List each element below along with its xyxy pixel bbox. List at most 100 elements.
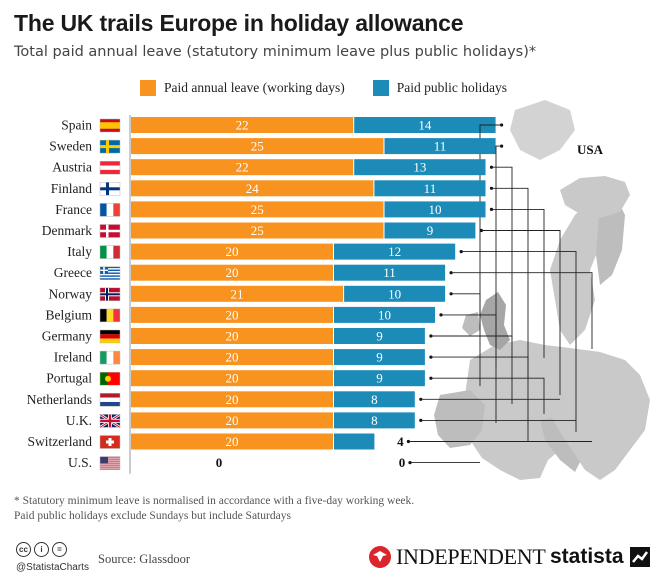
bar-annual [131, 433, 333, 450]
footer: cc i = @StatistaCharts Source: Glassdoor… [0, 536, 660, 580]
bar-annual [131, 285, 344, 302]
flag-belgium-icon [99, 308, 121, 323]
category-label: Portugal [46, 371, 92, 386]
bar-annual [131, 349, 333, 366]
creative-commons-icon: cc [16, 542, 31, 557]
bar-row: U.K. 20 8 [66, 412, 576, 429]
map-italy [540, 418, 580, 472]
value-label-annual: 25 [251, 223, 264, 238]
bar-public [334, 370, 425, 387]
category-label: France [55, 202, 92, 217]
flag-italy-icon [99, 245, 121, 259]
value-label-annual: 20 [226, 371, 239, 386]
value-label-annual: 22 [236, 118, 249, 133]
flag-greece-icon [99, 266, 121, 280]
map-uk [480, 292, 510, 350]
value-label-public: 14 [418, 118, 432, 133]
bar-public [334, 349, 425, 366]
no-derivatives-icon: = [52, 542, 67, 557]
value-label-public: 0 [399, 455, 406, 470]
flag-austria-icon [99, 160, 121, 175]
connector-line [451, 272, 593, 349]
bar-annual [131, 222, 384, 239]
bar-public [384, 138, 496, 155]
map-usa [560, 176, 630, 218]
connector-line [461, 251, 577, 432]
bar-public [334, 264, 446, 281]
value-label-public: 11 [383, 265, 396, 280]
legend-swatch-public [372, 80, 389, 96]
bar-row: Austria 22 13 [52, 159, 513, 404]
legend-label-annual: Paid annual leave (working days) [164, 80, 345, 95]
bar-annual [131, 264, 333, 281]
flag-france-icon [99, 203, 121, 217]
connector-line [451, 293, 481, 386]
map-mainland [462, 340, 650, 480]
flag-denmark-icon [99, 224, 121, 238]
value-label-public: 11 [424, 181, 437, 196]
category-label: Germany [42, 329, 92, 344]
bar-row: U.S. 0 0 [68, 455, 480, 470]
europe-map: USA [434, 100, 650, 480]
value-label-annual: 25 [251, 202, 264, 217]
flag-sweden-icon [99, 139, 121, 154]
value-label-annual: 20 [226, 434, 239, 449]
legend-label-public: Paid public holidays [396, 80, 507, 95]
flag-finland-icon [99, 182, 121, 196]
bar-annual [131, 159, 354, 176]
statista-mark-icon [629, 547, 650, 567]
category-label: Austria [52, 160, 92, 175]
bar-row: Germany 20 9 [42, 328, 513, 344]
map-greenland-usa [510, 100, 575, 160]
flag-norway-icon [99, 287, 121, 302]
bar-public [334, 306, 435, 323]
bar-row: Ireland 20 9 [54, 349, 529, 377]
social-handle: @StatistaCharts [16, 562, 89, 573]
brand-name: statista [550, 545, 624, 568]
value-label-public: 10 [388, 286, 401, 301]
bar-row: Switzerland 20 4 [28, 433, 592, 450]
bar-row: Greece 20 11 [54, 264, 593, 349]
bar-public [344, 285, 446, 302]
map-finland [596, 195, 625, 285]
value-label-annual: 20 [226, 413, 239, 428]
value-label-annual: 25 [251, 139, 264, 154]
category-label: Spain [61, 118, 92, 133]
bar-public [384, 222, 476, 239]
category-label: Greece [54, 265, 92, 280]
value-label-annual: 20 [226, 350, 239, 365]
flag-switzerland-icon [99, 435, 121, 449]
bar-public [334, 391, 415, 408]
attribution-icon: i [34, 542, 49, 557]
flag-uk-icon [99, 413, 121, 429]
bar-annual [131, 391, 333, 408]
connector-line [491, 166, 513, 404]
connector-line [430, 377, 545, 414]
bar-public [354, 117, 496, 133]
map-ireland [462, 312, 480, 336]
value-label-public: 9 [376, 371, 383, 386]
chart-area: USA Spain 22 14 Sweden 25 11 Austria 22 13 Finlan… [27, 100, 650, 480]
map-label-usa: USA [577, 142, 604, 157]
bar-row: Netherlands 20 8 [27, 391, 560, 408]
bar-annual [131, 138, 384, 155]
statista-logo: statista [550, 545, 650, 569]
flag-netherlands-icon [99, 393, 121, 407]
publisher-name: INDEPENDENT [396, 544, 546, 569]
category-label: Netherlands [27, 392, 92, 407]
footnote: * Statutory minimum leave is normalised … [14, 494, 414, 524]
value-label-annual: 21 [231, 286, 244, 301]
legend-item-annual: Paid annual leave (working days) [140, 80, 345, 96]
category-label: Norway [49, 286, 93, 301]
independent-logo: INDEPENDENT [368, 544, 546, 570]
category-label: Sweden [49, 139, 92, 154]
bar-annual [131, 243, 333, 260]
connector-line [430, 335, 513, 340]
connector-line [441, 314, 497, 423]
value-label-annual: 20 [226, 307, 239, 322]
value-label-public: 8 [371, 392, 378, 407]
category-label: Belgium [46, 307, 93, 322]
bar-row: Spain 22 14 [61, 117, 504, 330]
flag-us-icon [99, 456, 121, 470]
connector-line [479, 124, 502, 330]
